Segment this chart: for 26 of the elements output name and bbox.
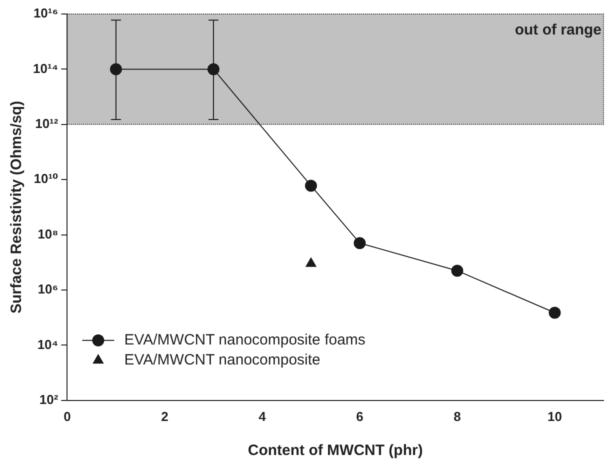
point — [451, 264, 464, 277]
y-tick-label: 10⁸ — [38, 226, 58, 242]
y-axis-title: Surface Resistivity (Ohms/sq) — [8, 100, 26, 314]
point — [548, 306, 561, 319]
x-tick-label: 2 — [161, 408, 168, 424]
point — [354, 237, 366, 250]
point — [304, 180, 317, 192]
x-tick-label: 8 — [454, 408, 461, 424]
point — [306, 258, 316, 267]
x-tick-label: 10 — [548, 408, 562, 424]
legend-label: EVA/MWCNT nanocomposite foams — [124, 332, 366, 349]
band-label: out of range — [514, 22, 602, 39]
point — [207, 63, 220, 76]
y-tick-label: 10¹⁰ — [34, 171, 59, 186]
y-tick-label: 10¹² — [35, 116, 59, 131]
y-tick-label: 10¹⁴ — [32, 60, 58, 76]
y-tick-label: 10¹⁶ — [33, 6, 58, 21]
x-tick-label: 0 — [64, 408, 71, 424]
x-axis-title: Content of MWCNT (phr) — [248, 442, 423, 460]
y-tick-label: 10⁴ — [37, 336, 58, 352]
x-tick-label: 6 — [356, 408, 364, 424]
y-tick-label: 10² — [39, 392, 59, 407]
point — [110, 63, 122, 76]
x-tick-label: 4 — [258, 408, 267, 424]
y-tick-label: 10⁶ — [38, 282, 58, 297]
legend-label: EVA/MWCNT nanocomposite — [124, 352, 320, 369]
